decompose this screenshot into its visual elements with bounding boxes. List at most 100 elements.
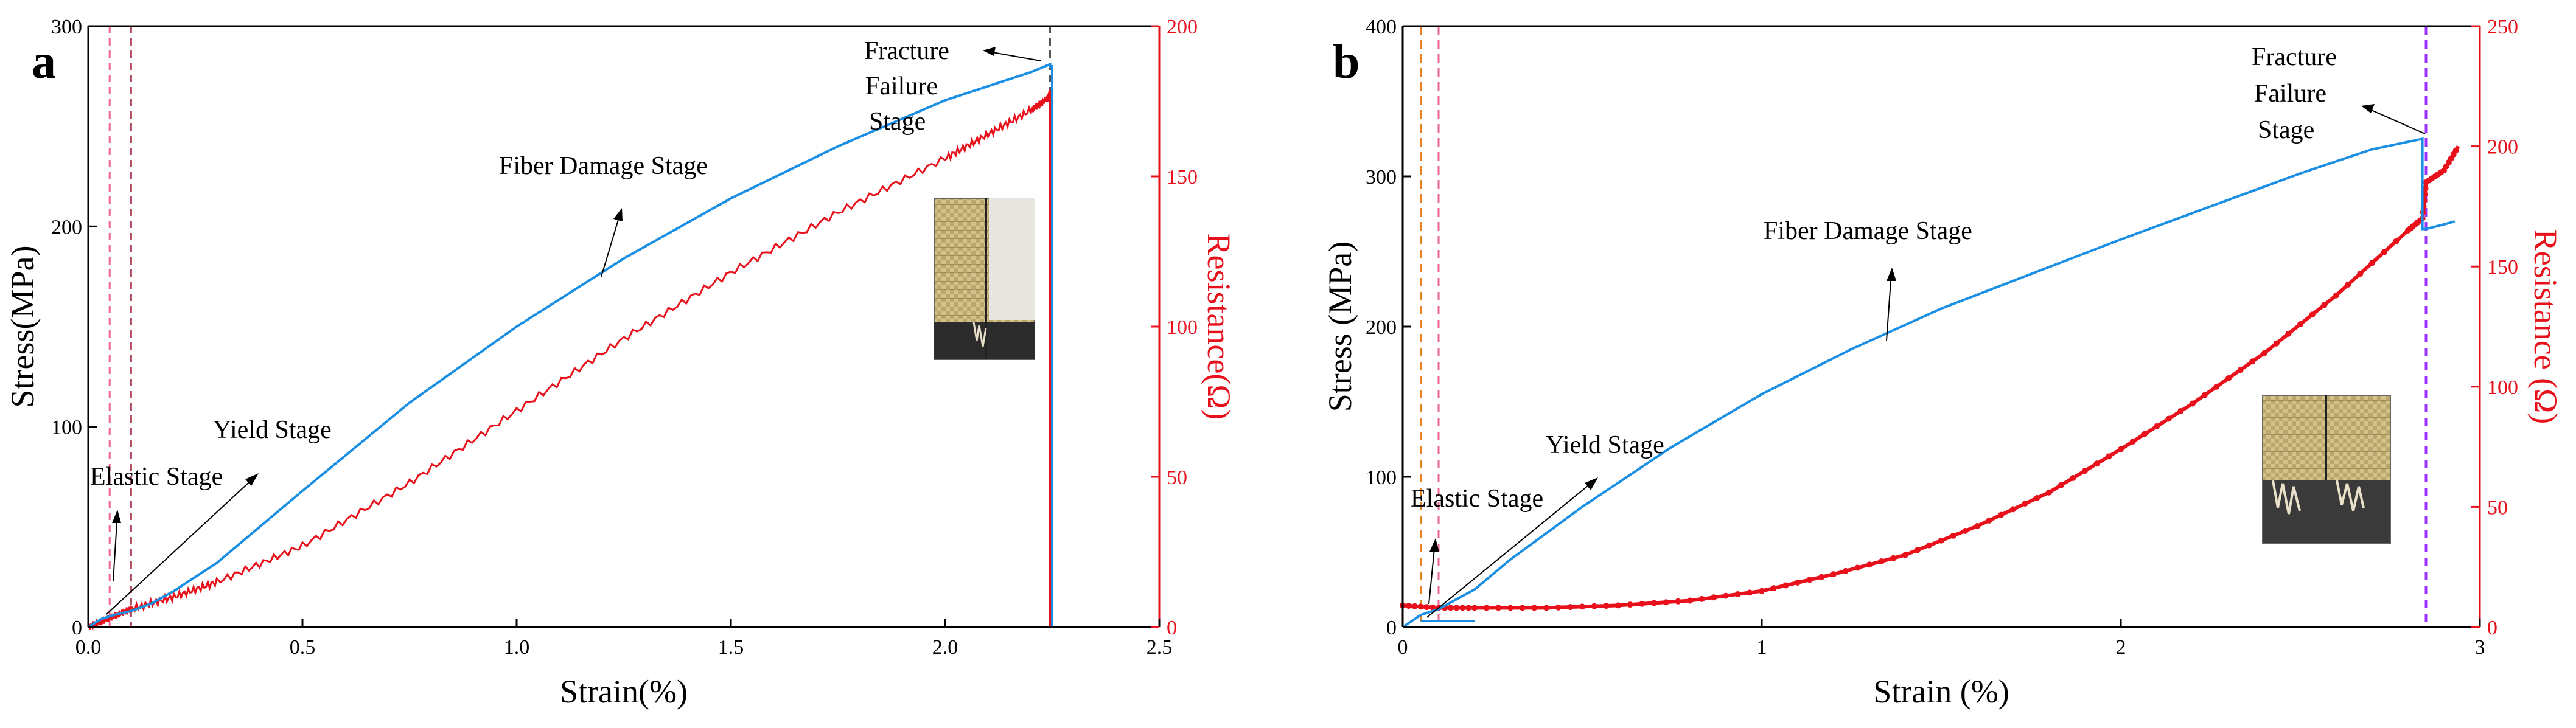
resistance-point <box>1579 603 1585 610</box>
resistance-point <box>1698 595 1705 602</box>
panel-letter-a: a <box>32 35 56 89</box>
y-tick-label-right: 100 <box>1167 316 1198 339</box>
resistance-point <box>2237 367 2244 373</box>
x-tick-label: 3 <box>2475 636 2485 659</box>
resistance-point <box>2141 431 2148 437</box>
y-tick-label-left: 300 <box>51 16 82 38</box>
resistance-point <box>1627 601 1633 608</box>
y-tick-label-right: 150 <box>2487 256 2518 279</box>
resistance-point <box>2321 302 2328 308</box>
annotation-failure: Failure <box>865 72 938 100</box>
annotation-fiber-damage-stage: Fiber Damage Stage <box>1764 217 1972 245</box>
resistance-point <box>1795 579 1801 586</box>
resistance-point <box>1531 605 1538 611</box>
resistance-point <box>1453 605 1460 611</box>
resistance-point <box>1651 600 1657 606</box>
resistance-point <box>1687 597 1693 604</box>
resistance-point <box>2070 475 2076 481</box>
y-axis-left-title: Stress(MPa) <box>4 246 41 408</box>
resistance-point <box>1747 589 1753 596</box>
y-tick-label-right: 150 <box>1167 166 1198 189</box>
resistance-point <box>1615 602 1621 609</box>
resistance-point <box>1711 594 1717 601</box>
x-tick-label: 2 <box>2116 636 2126 659</box>
panel-b: b 0 1 2 3 0 100 200 300 400 0 50 100 150 200 250 Str… <box>1322 16 2564 710</box>
x-ticks: 0.0 0.5 1.0 1.5 2.0 2.5 <box>75 619 1172 659</box>
resistance-point <box>1411 603 1418 609</box>
x-tick-label: 2.0 <box>932 636 958 659</box>
resistance-point <box>2249 358 2256 365</box>
resistance-point <box>1639 600 1646 607</box>
y-axis-right-title: Resistance(Ω) <box>1201 233 1237 420</box>
stress-series <box>1401 137 2456 628</box>
resistance-point <box>1465 605 1472 611</box>
x-tick-label: 1.0 <box>504 636 530 659</box>
annotation-elastic-stage: Elastic Stage <box>1411 485 1543 513</box>
x-ticks: 0 1 2 3 <box>1398 619 2485 659</box>
resistance-point <box>1831 571 1837 578</box>
annotation-yield-stage: Yield Stage <box>213 416 332 444</box>
y-tick-label-left: 0 <box>1386 617 1397 639</box>
resistance-point <box>1405 603 1412 609</box>
resistance-point <box>2393 238 2400 244</box>
resistance-point <box>1734 591 1741 597</box>
resistance-point <box>1818 574 1825 580</box>
resistance-point <box>2058 482 2064 488</box>
annotation-arrows <box>106 51 1041 615</box>
resistance-point <box>2201 392 2208 398</box>
resistance-point <box>1459 605 1466 611</box>
resistance-point <box>1603 603 1610 609</box>
resistance-point <box>2093 460 2100 467</box>
resistance-point <box>1806 577 1813 583</box>
y-tick-label-right: 250 <box>2487 16 2518 38</box>
y-tick-label-left: 100 <box>51 417 82 439</box>
y-axis-left-title: Stress (MPa) <box>1322 241 1358 412</box>
resistance-point <box>1842 567 1849 574</box>
resistance-point <box>1723 592 1729 599</box>
resistance-point <box>2345 281 2351 288</box>
resistance-point <box>2129 439 2136 445</box>
resistance-point <box>2422 185 2429 192</box>
stress-series <box>87 62 1053 628</box>
resistance-point <box>2177 408 2184 414</box>
resistance-point <box>2190 400 2196 407</box>
resistance-point <box>1663 599 1669 606</box>
resistance-point <box>2357 271 2364 277</box>
resistance-point <box>2046 489 2052 496</box>
resistance-point <box>2369 260 2375 266</box>
resistance-point <box>2309 311 2316 318</box>
resistance-point <box>1962 527 1969 534</box>
annotation-failure: Failure <box>2254 80 2326 108</box>
resistance-point <box>2285 330 2292 337</box>
resistance-point <box>1878 558 1885 564</box>
resistance-point <box>1423 604 1430 611</box>
annotation-arrowheads <box>1429 104 2375 552</box>
resistance-point <box>1519 605 1526 611</box>
y-tick-label-right: 200 <box>2487 136 2518 159</box>
y-tick-label-right: 200 <box>1167 16 1198 38</box>
resistance-point <box>2333 292 2339 299</box>
y-ticks-right: 0 50 100 150 200 250 <box>2471 16 2518 639</box>
y-tick-label-right: 50 <box>2487 496 2508 519</box>
y-tick-label-left: 300 <box>1366 166 1397 189</box>
annotation-fiber-damage-stage: Fiber Damage Stage <box>499 152 708 180</box>
y-tick-label-left: 100 <box>1366 466 1397 489</box>
resistance-point <box>1866 561 1873 568</box>
annotation-arrowheads <box>112 47 996 523</box>
panel-a: a 0.0 0.5 1.0 1.5 2.0 2.5 0 100 200 300 0 50 100 15… <box>4 16 1237 710</box>
resistance-point <box>1770 585 1777 592</box>
resistance-point <box>2297 321 2303 327</box>
resistance-point <box>2213 383 2220 390</box>
resistance-point <box>1890 555 1897 561</box>
resistance-point <box>1543 605 1549 611</box>
annotation-elastic-stage: Elastic Stage <box>90 463 223 491</box>
resistance-point <box>1507 605 1513 611</box>
y-tick-label-right: 100 <box>2487 376 2518 399</box>
fabric-photo-inset <box>934 198 1035 360</box>
x-tick-label: 0.5 <box>290 636 316 659</box>
resistance-point <box>1938 537 1944 544</box>
resistance-point <box>2261 350 2267 356</box>
x-axis-title: Strain(%) <box>560 673 688 710</box>
resistance-point <box>1950 532 1956 539</box>
